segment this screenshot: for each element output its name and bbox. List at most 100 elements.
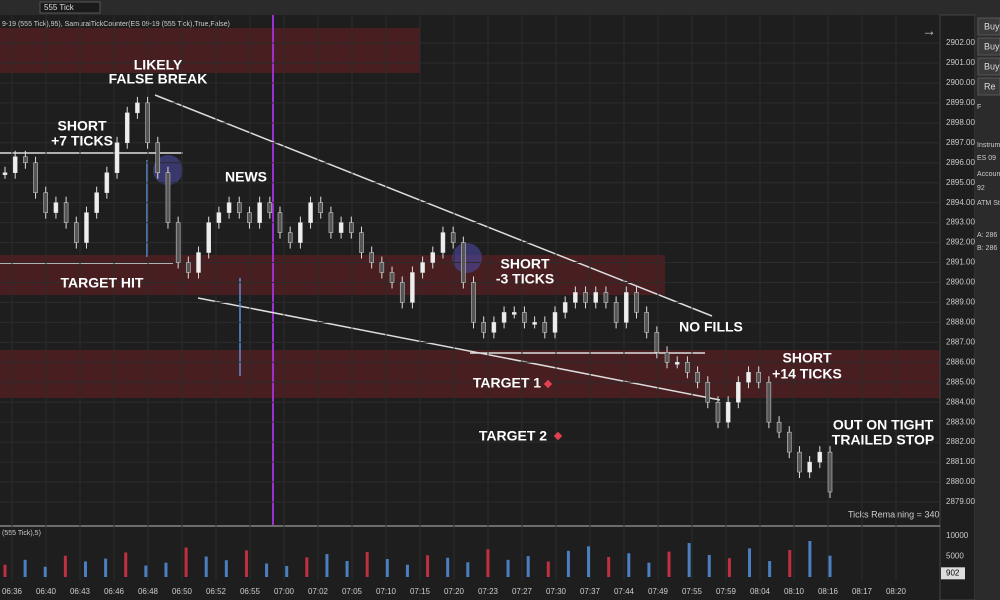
candle [33, 162, 38, 193]
volume-bar [83, 561, 87, 577]
side-label: 92 [977, 185, 985, 192]
volume-label: (555 Tick),5) [2, 530, 41, 537]
candle [685, 362, 690, 373]
candle [359, 232, 364, 253]
candle [644, 312, 649, 333]
candle [450, 232, 456, 243]
volume-bar [768, 561, 772, 577]
annotation: TARGET HIT [61, 275, 144, 291]
candle [257, 202, 262, 223]
candle [196, 252, 201, 273]
time-label: 06:46 [104, 587, 125, 596]
candle [430, 252, 436, 263]
side-button[interactable] [977, 17, 1000, 36]
volume-bar [184, 547, 188, 577]
trend-line [154, 94, 713, 317]
side-button-label: Buy [984, 61, 1000, 71]
time-label: 08:04 [750, 587, 771, 596]
time-label: 06:40 [36, 587, 57, 596]
side-button[interactable] [977, 37, 1000, 56]
scroll-arrow[interactable]: → [922, 23, 936, 39]
candle [664, 352, 670, 363]
volume-bar [285, 565, 289, 577]
candle [440, 232, 446, 253]
volume-bar [687, 543, 691, 577]
candle [226, 202, 232, 213]
volume-bar [607, 556, 611, 577]
volume-bar [104, 558, 108, 577]
candle [114, 142, 120, 173]
candle [124, 112, 130, 144]
candle [776, 421, 782, 433]
candle [328, 212, 334, 233]
side-button[interactable] [977, 57, 1000, 76]
candle [84, 212, 89, 243]
candle [654, 332, 660, 353]
volume-bar [647, 562, 651, 577]
candle [379, 262, 385, 273]
annotation: OUT ON TIGHT [833, 417, 934, 433]
price-tick-label: 2880.00 [946, 477, 975, 486]
candle [399, 282, 405, 303]
time-label: 06:52 [206, 587, 227, 596]
candle [2, 172, 8, 175]
candle [797, 451, 802, 473]
candle [186, 262, 191, 273]
volume-bar [325, 554, 329, 577]
time-label: 07:27 [512, 587, 533, 596]
candle [12, 156, 18, 173]
candle [175, 222, 181, 263]
price-tick-label: 2901.00 [946, 58, 975, 67]
time-label: 07:44 [614, 587, 635, 596]
indicator-label: 9-19 (555 Tick),95), SamuraiTickCounter(… [2, 21, 230, 28]
candle [389, 272, 395, 283]
volume-bar [526, 556, 530, 577]
zone [0, 255, 665, 295]
annotation: TARGET 2 [479, 428, 547, 444]
candle [165, 172, 171, 223]
time-label: 07:20 [444, 587, 465, 596]
side-button[interactable] [977, 77, 1000, 96]
time-label: 07:49 [648, 587, 669, 596]
candle [491, 322, 497, 333]
candle [552, 312, 558, 333]
price-tick-label: 2896.00 [946, 158, 975, 167]
time-label: 07:02 [308, 587, 329, 596]
price-tick-label: 2888.00 [946, 318, 975, 327]
candle [298, 222, 303, 243]
time-label: 07:37 [580, 587, 601, 596]
candle [74, 222, 79, 243]
side-button-label: Buy [984, 41, 1000, 51]
volume-bar [808, 541, 812, 577]
volume-bar [3, 564, 7, 577]
side-label: B: 286 [977, 245, 997, 252]
candle [725, 401, 731, 423]
candle [155, 142, 161, 173]
volume-bar [164, 562, 168, 577]
price-tick-label: 2883.00 [946, 417, 975, 426]
annotation: TRAILED STOP [832, 432, 934, 448]
volume-current: 902 [946, 568, 960, 577]
interval: 555 Tick [44, 3, 75, 12]
candle [461, 242, 466, 283]
volume-bar [707, 554, 711, 577]
time-label: 08:17 [852, 587, 873, 596]
annotation: +7 TICKS [51, 133, 113, 149]
time-label: 07:30 [546, 587, 567, 596]
zone [0, 28, 420, 73]
candle [43, 192, 48, 213]
candle [787, 431, 792, 453]
volume-bar [506, 559, 510, 577]
side-label: ATM Str [977, 200, 1000, 207]
interval-box[interactable] [39, 1, 101, 14]
candle [420, 262, 425, 273]
price-tick-label: 2902.00 [946, 38, 975, 47]
annotation: SHORT [783, 350, 832, 366]
annotation: LIKELY [134, 57, 183, 73]
candle [532, 322, 537, 325]
time-label: 07:15 [410, 587, 431, 596]
price-tick-label: 2893.00 [946, 218, 975, 227]
annotation: FALSE BREAK [109, 71, 208, 87]
volume-bar [566, 550, 570, 577]
